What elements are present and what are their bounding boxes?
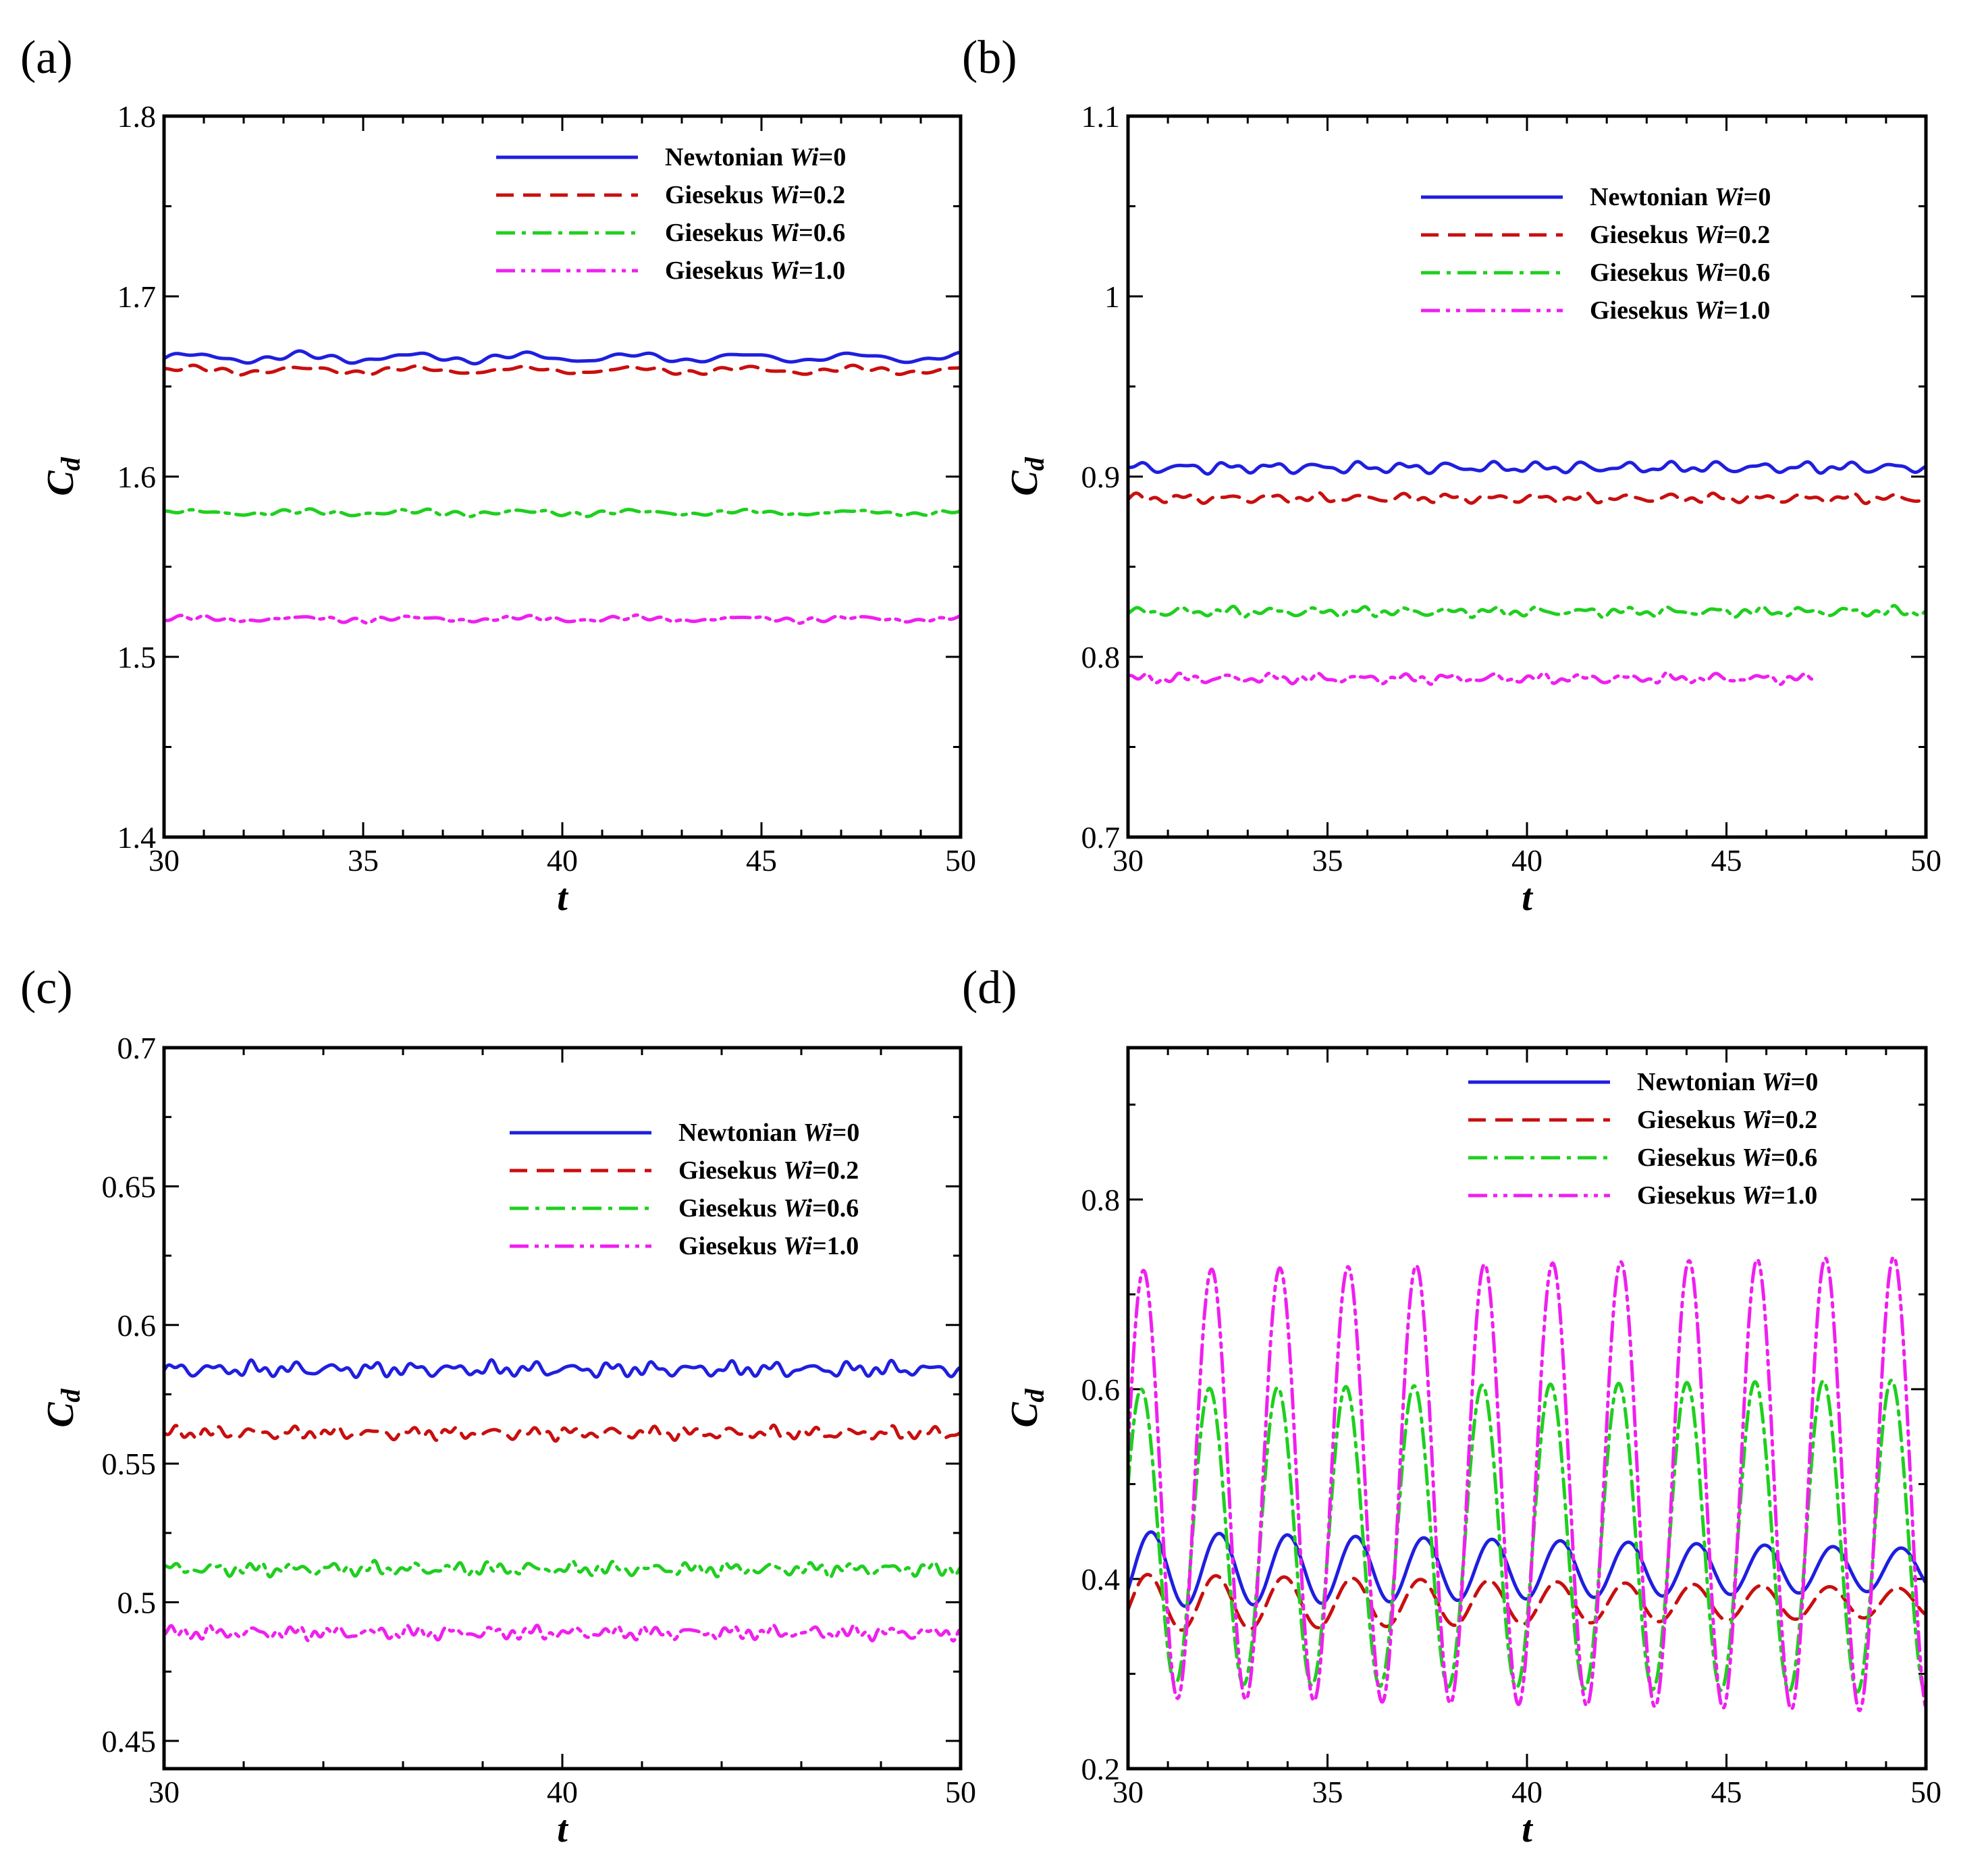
legend-label: Newtonian Wi=0 <box>678 1119 859 1147</box>
plot-frame-b <box>1126 114 1928 839</box>
y-axis-title-d: Cd <box>1004 1388 1050 1427</box>
series-line-c-3 <box>162 1559 963 1580</box>
legend-label: Giesekus Wi=1.0 <box>665 257 845 285</box>
y-tick-label-d: 0.2 <box>1081 1752 1121 1786</box>
y-tick-label-c: 0.6 <box>117 1308 157 1343</box>
panel-label-b: (b) <box>962 32 1017 84</box>
x-tick-label-c: 30 <box>149 1775 180 1809</box>
y-tick-label-a: 1.8 <box>117 99 157 134</box>
legend-label: Newtonian Wi=0 <box>665 143 846 171</box>
y-tick-label-c: 0.7 <box>117 1031 157 1065</box>
panel-a: (a) 30 35 40 45 50 1.4 1.5 1.6 1.7 1.8 Newtonian … <box>20 32 976 919</box>
panel-label-c: (c) <box>20 962 73 1014</box>
legend-label: Giesekus Wi=1.0 <box>1590 296 1770 325</box>
x-tick-label-b: 45 <box>1711 843 1742 878</box>
y-tick-label-b: 0.8 <box>1081 640 1121 674</box>
series-line-d-1 <box>1126 1530 1928 1608</box>
y-axis-title-c: Cd <box>40 1388 86 1427</box>
x-axis-title-a: t <box>557 877 568 919</box>
y-tick-label-c: 0.55 <box>102 1447 157 1481</box>
series-line-d-4 <box>1126 1255 1928 1713</box>
legend-label: Newtonian Wi=0 <box>1590 183 1771 211</box>
x-tick-label-a: 30 <box>149 843 180 878</box>
series-line-a-2 <box>162 363 963 377</box>
series-line-a-3 <box>162 507 963 518</box>
x-tick-label-b: 40 <box>1511 843 1543 878</box>
series-line-c-1 <box>162 1358 963 1379</box>
legend-label: Giesekus Wi=1.0 <box>1637 1181 1817 1210</box>
plot-frame-a <box>162 114 963 839</box>
plot-frame-d <box>1126 1046 1928 1771</box>
legend-label: Giesekus Wi=0.6 <box>1590 259 1770 287</box>
x-tick-label-c: 50 <box>945 1775 976 1809</box>
y-tick-label-a: 1.4 <box>117 820 157 855</box>
y-tick-label-c: 0.45 <box>102 1724 157 1759</box>
x-tick-label-c: 40 <box>547 1775 578 1809</box>
legend-a: Newtonian Wi=0 Giesekus Wi=0.2 Giesekus Wi… <box>496 143 846 285</box>
series-line-a-4 <box>162 613 963 625</box>
x-tick-label-d: 40 <box>1511 1775 1543 1809</box>
panel-label-a: (a) <box>20 32 73 84</box>
y-tick-label-b: 1 <box>1104 279 1120 314</box>
series-line-b-1 <box>1126 460 1928 476</box>
y-axis-title-b: Cd <box>1004 456 1050 495</box>
series-line-b-3 <box>1126 604 1928 620</box>
legend-label: Giesekus Wi=0.6 <box>678 1194 859 1223</box>
series-line-c-4 <box>162 1623 963 1643</box>
legend-label: Giesekus Wi=0.6 <box>1637 1144 1817 1172</box>
y-tick-label-a: 1.6 <box>117 460 157 494</box>
legend-label: Newtonian Wi=0 <box>1637 1068 1818 1096</box>
x-tick-label-d: 50 <box>1910 1775 1941 1809</box>
y-axis-title-a: Cd <box>40 456 86 495</box>
y-tick-label-d: 0.8 <box>1081 1183 1121 1217</box>
y-tick-label-c: 0.65 <box>102 1169 157 1204</box>
legend-label: Giesekus Wi=0.2 <box>678 1156 859 1185</box>
legend-label: Giesekus Wi=0.2 <box>1637 1106 1817 1134</box>
y-tick-label-d: 0.6 <box>1081 1372 1121 1407</box>
legend-label: Giesekus Wi=0.6 <box>665 219 845 247</box>
legend-d: Newtonian Wi=0 Giesekus Wi=0.2 Giesekus Wi… <box>1468 1068 1818 1210</box>
x-tick-label-b: 50 <box>1910 843 1941 878</box>
plot-frame-c <box>162 1046 963 1771</box>
y-tick-label-d: 0.4 <box>1081 1562 1121 1597</box>
legend-c: Newtonian Wi=0 Giesekus Wi=0.2 Giesekus Wi… <box>510 1119 859 1260</box>
series-line-b-4 <box>1126 670 1816 687</box>
series-line-c-2 <box>162 1423 963 1443</box>
x-tick-label-a: 40 <box>547 843 578 878</box>
legend-label: Giesekus Wi=1.0 <box>678 1232 859 1260</box>
x-tick-label-a: 45 <box>746 843 777 878</box>
panel-label-d: (d) <box>962 962 1017 1014</box>
y-tick-label-b: 0.7 <box>1081 820 1121 855</box>
x-tick-label-d: 30 <box>1112 1775 1144 1809</box>
series-line-a-1 <box>162 349 963 366</box>
y-tick-label-a: 1.5 <box>117 640 157 674</box>
x-tick-label-b: 30 <box>1112 843 1144 878</box>
x-tick-label-b: 35 <box>1312 843 1343 878</box>
y-tick-label-a: 1.7 <box>117 279 157 314</box>
y-tick-label-c: 0.5 <box>117 1586 157 1620</box>
x-tick-label-d: 45 <box>1711 1775 1742 1809</box>
x-tick-label-a: 35 <box>348 843 379 878</box>
x-tick-label-d: 35 <box>1312 1775 1343 1809</box>
panel-d: (d) 30 35 40 45 50 0.2 0.4 0.6 0.8 Newtonian Wi=… <box>962 962 1941 1850</box>
panel-c: (c) 30 40 50 0.45 0.5 0.55 0.6 0.65 0.7 Newtonia… <box>20 962 976 1850</box>
x-axis-title-c: t <box>557 1808 568 1850</box>
y-tick-label-b: 1.1 <box>1081 99 1121 134</box>
legend-label: Giesekus Wi=0.2 <box>665 181 845 209</box>
series-line-b-2 <box>1126 491 1928 506</box>
y-tick-label-b: 0.9 <box>1081 460 1121 494</box>
x-tick-label-a: 50 <box>945 843 976 878</box>
x-axis-title-d: t <box>1522 1808 1533 1850</box>
legend-b: Newtonian Wi=0 Giesekus Wi=0.2 Giesekus Wi… <box>1421 183 1771 325</box>
legend-label: Giesekus Wi=0.2 <box>1590 221 1770 249</box>
x-axis-title-b: t <box>1522 877 1533 919</box>
panel-b: (b) 30 35 40 45 50 0.7 0.8 0.9 1 1.1 Newtonian Wi… <box>962 32 1941 919</box>
